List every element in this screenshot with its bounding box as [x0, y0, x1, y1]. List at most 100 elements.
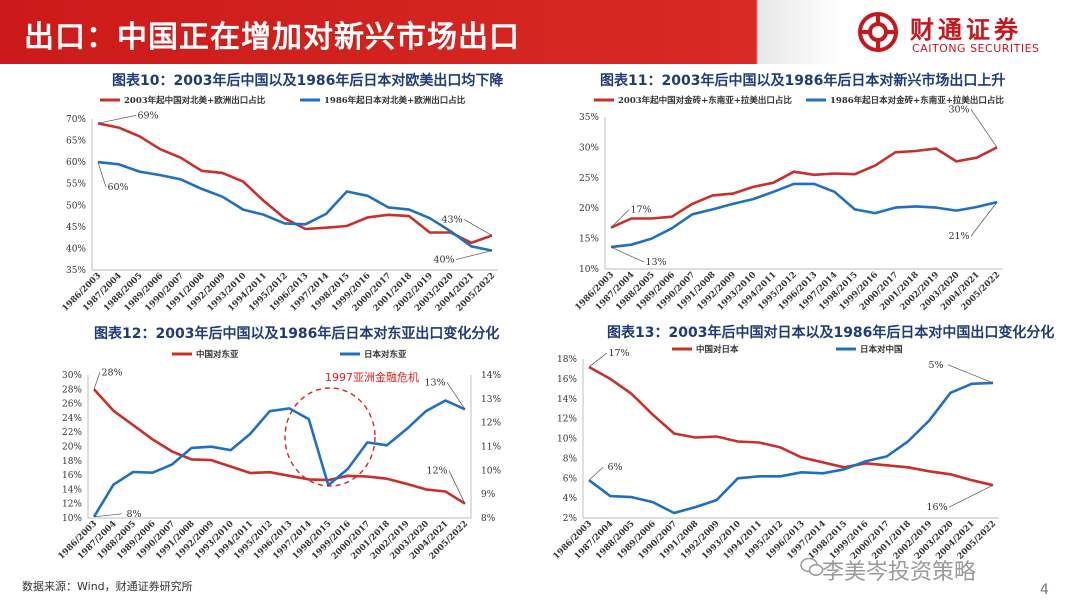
- annotation-leader: [588, 466, 604, 481]
- annotation-leader: [97, 162, 107, 188]
- data-label: 6%: [607, 462, 622, 473]
- y-tick-label: 22%: [62, 428, 82, 438]
- page-number: 4: [1040, 582, 1049, 598]
- logo-name-cn: 财通证券: [910, 16, 1022, 44]
- y-tick-label-right: 9%: [481, 490, 496, 500]
- legend-label: 日本对东亚: [364, 349, 407, 360]
- y-tick-label: 30%: [579, 143, 599, 153]
- chart-13-title: 图表13：2003年后中国对日本以及1986年后日本对中国出口变化分化: [607, 325, 1055, 341]
- y-tick-label: 16%: [62, 471, 82, 481]
- data-label: 17%: [630, 205, 651, 216]
- y-tick-label-right: 10%: [481, 466, 501, 476]
- y-tick-label: 65%: [66, 137, 86, 147]
- y-tick-label: 8%: [563, 454, 578, 464]
- annotation-leader: [93, 513, 123, 518]
- y-tick-label: 25%: [579, 174, 599, 184]
- crisis-ellipse: [284, 387, 376, 487]
- y-tick-label: 55%: [66, 180, 86, 190]
- data-label: 69%: [137, 110, 158, 121]
- series-line-blue: [97, 160, 493, 252]
- data-label: 28%: [101, 367, 122, 378]
- y-tick-label: 70%: [66, 115, 86, 125]
- data-label: 17%: [608, 348, 629, 359]
- y-tick-label-right: 13%: [481, 395, 501, 405]
- y-tick-label: 10%: [557, 435, 577, 445]
- y-tick-label: 14%: [557, 395, 577, 405]
- page-title: 出口：中国正在增加对新兴市场出口: [24, 20, 520, 55]
- y-tick-label-right: 8%: [481, 514, 496, 524]
- y-tick-label: 40%: [66, 244, 86, 254]
- annotation-leader: [463, 219, 493, 236]
- y-tick-label: 18%: [557, 355, 577, 365]
- wechat-icon: [800, 557, 824, 576]
- y-tick-label: 50%: [66, 201, 86, 211]
- y-tick-label: 26%: [62, 400, 82, 410]
- legend-label: 2003年起中国对金砖+东南亚+拉美出口占比: [618, 95, 792, 106]
- data-label: 30%: [948, 104, 969, 115]
- y-tick-label: 14%: [62, 485, 82, 495]
- annotation-leader: [448, 470, 466, 504]
- annotation-leader: [970, 201, 998, 237]
- company-logo: 财通证券 CAITONG SECURITIES: [858, 10, 1058, 58]
- y-tick-label: 16%: [557, 375, 577, 385]
- header-bar: 出口：中国正在增加对新兴市场出口 财通证券 CAITONG SECURITIES: [0, 0, 1080, 64]
- annotation-leader: [970, 109, 998, 148]
- annotation-leader: [455, 250, 493, 260]
- annotation-leader: [97, 114, 137, 124]
- series-line-red: [610, 146, 998, 229]
- annotation-leader: [948, 484, 994, 508]
- data-label: 13%: [645, 257, 666, 268]
- legend-label: 日本对中国: [860, 344, 903, 355]
- series-line-blue: [610, 182, 998, 249]
- legend-label: 1986年起日本对金砖+东南亚+拉美出口占比: [830, 95, 1004, 106]
- data-label: 21%: [948, 231, 969, 242]
- data-label: 8%: [126, 509, 141, 520]
- y-tick-label: 35%: [66, 266, 86, 276]
- y-tick-label: 20%: [579, 204, 599, 214]
- y-tick-label: 15%: [579, 235, 599, 245]
- y-tick-label: 28%: [62, 385, 82, 395]
- watermark-text: 李美岑投资策略: [822, 560, 977, 585]
- annotation-leader: [446, 382, 466, 410]
- y-tick-label: 2%: [563, 514, 578, 524]
- series-line-red: [93, 388, 466, 505]
- annotation-leader: [588, 352, 608, 368]
- y-tick-label: 24%: [62, 414, 82, 424]
- data-label: 16%: [926, 502, 947, 513]
- y-tick-label: 18%: [62, 457, 82, 467]
- annotation-leader: [610, 209, 630, 228]
- annotation-leader: [610, 246, 645, 263]
- logo-name-en: CAITONG SECURITIES: [912, 42, 1040, 55]
- series-line-blue: [92, 399, 466, 518]
- y-tick-label: 12%: [557, 415, 577, 425]
- data-label: 40%: [433, 255, 454, 266]
- y-tick-label: 10%: [62, 514, 82, 524]
- data-label: 12%: [426, 466, 447, 477]
- y-tick-label-right: 14%: [481, 371, 501, 381]
- y-tick-label-right: 11%: [481, 443, 501, 453]
- y-tick-label-right: 12%: [481, 419, 501, 429]
- annotation-leader: [93, 372, 101, 390]
- series-line-red: [588, 365, 994, 487]
- y-tick-label: 10%: [579, 265, 599, 275]
- y-tick-label: 60%: [66, 158, 86, 168]
- data-label: 43%: [441, 214, 462, 225]
- y-tick-label: 20%: [62, 443, 82, 453]
- crisis-label: 1997亚洲金融危机: [325, 370, 419, 384]
- y-tick-label: 4%: [563, 494, 578, 504]
- annotation-leader: [947, 364, 994, 384]
- caitong-logo-icon: [858, 12, 898, 52]
- y-tick-label: 30%: [62, 371, 82, 381]
- chart-12-title: 图表12：2003年后中国以及1986年后日本对东亚出口变化分化: [94, 326, 500, 342]
- y-tick-label: 12%: [62, 500, 82, 510]
- series-line-blue: [588, 381, 994, 515]
- data-label: 13%: [424, 377, 445, 388]
- legend-label: 1986年起日本对北美+欧洲出口占比: [324, 95, 466, 106]
- chart-10-title: 图表10：2003年后中国以及1986年后日本对欧美出口均下降: [112, 73, 504, 89]
- source-note: 数据来源：Wind，财通证券研究所: [22, 580, 193, 593]
- data-label: 5%: [928, 360, 943, 371]
- legend-label: 中国对日本: [696, 344, 739, 355]
- data-label: 60%: [107, 182, 128, 193]
- chart-11-title: 图表11：2003年后中国以及1986年后日本对新兴市场出口上升: [600, 73, 1006, 89]
